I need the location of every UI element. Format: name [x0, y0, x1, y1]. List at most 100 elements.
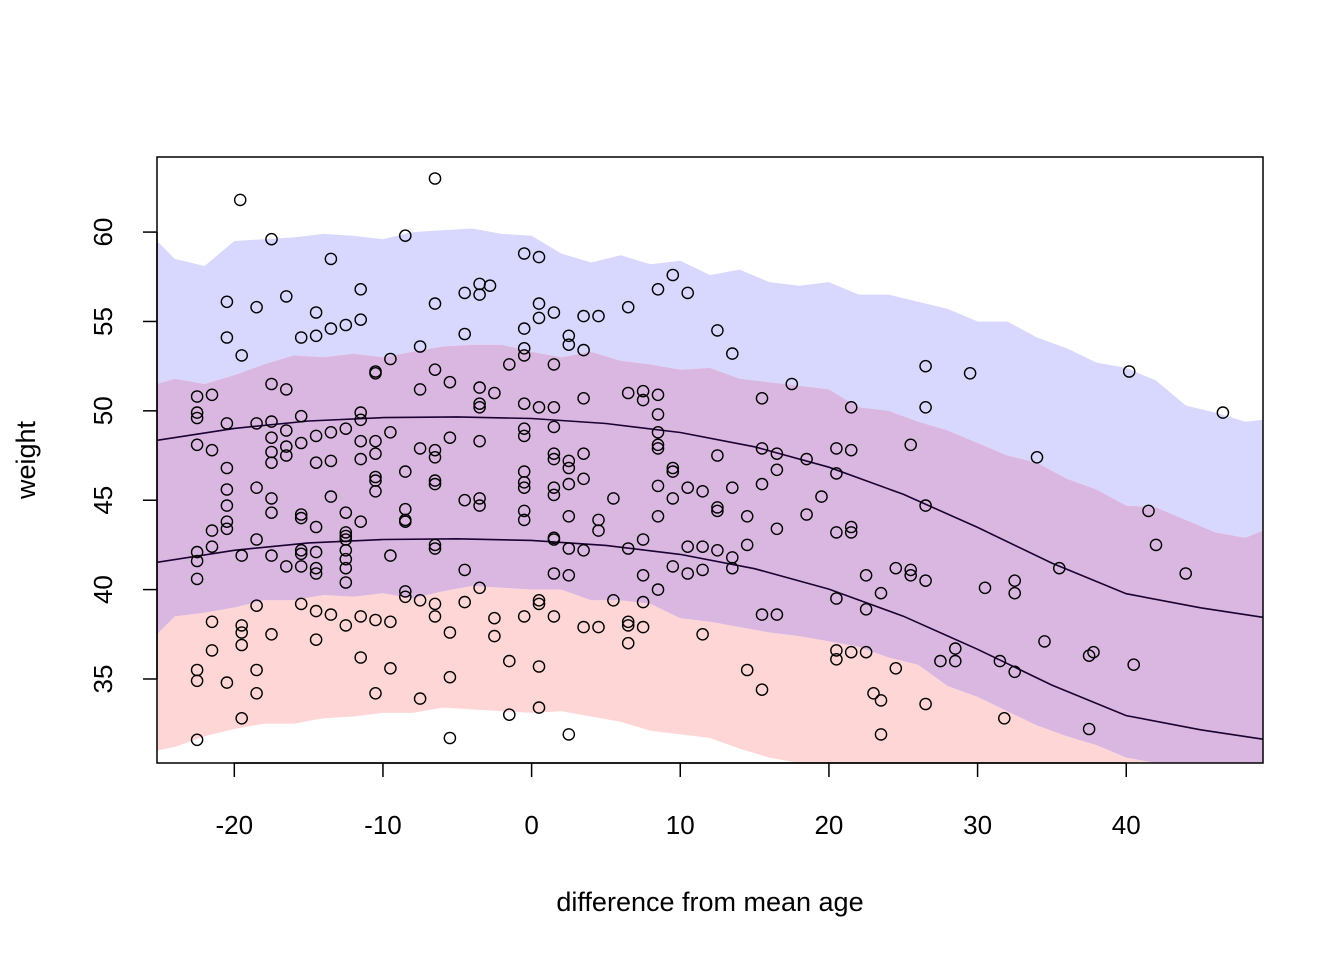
data-point	[547, 306, 561, 319]
data-point	[770, 463, 784, 477]
data-point	[233, 193, 247, 207]
data-point	[294, 547, 308, 561]
data-point	[562, 461, 576, 475]
data-point	[324, 454, 338, 468]
data-point	[532, 400, 546, 414]
data-point	[517, 322, 531, 335]
data-point	[309, 604, 323, 618]
data-point	[978, 581, 992, 595]
data-point	[309, 306, 323, 319]
data-point	[354, 413, 368, 427]
data-point	[889, 662, 903, 675]
data-point	[443, 731, 457, 745]
data-point	[1008, 574, 1022, 588]
data-point	[458, 493, 472, 507]
data-point	[547, 533, 561, 546]
data-point	[577, 343, 590, 357]
data-point	[562, 454, 576, 468]
data-point	[235, 626, 248, 639]
data-point	[190, 733, 204, 747]
data-point	[517, 341, 531, 355]
data-point	[577, 447, 590, 461]
data-point	[443, 375, 457, 389]
data-point	[369, 434, 382, 448]
data-point	[1038, 635, 1051, 648]
data-point	[398, 515, 412, 529]
data-point	[294, 331, 308, 344]
data-point	[309, 633, 323, 647]
data-point	[830, 653, 843, 666]
data-point	[250, 599, 263, 613]
data-point	[398, 590, 412, 604]
data-point	[428, 297, 442, 310]
data-point	[636, 533, 650, 546]
data-point	[279, 383, 293, 396]
data-point	[458, 563, 472, 577]
data-point	[711, 504, 724, 518]
data-point	[473, 581, 486, 595]
data-point	[770, 447, 784, 461]
data-point	[220, 522, 234, 536]
data-point	[844, 400, 858, 414]
data-point	[369, 687, 382, 700]
x-tick-label: -20	[216, 810, 254, 840]
data-point	[428, 542, 442, 555]
data-point	[324, 252, 338, 266]
data-point	[919, 499, 932, 512]
data-point	[190, 545, 204, 559]
x-tick-label: 0	[524, 810, 538, 840]
data-point	[339, 506, 353, 520]
data-point	[294, 544, 308, 557]
data-point	[473, 492, 486, 505]
data-point	[532, 594, 546, 607]
data-point	[711, 544, 724, 557]
data-point	[428, 538, 442, 552]
data-point	[502, 358, 516, 371]
data-point	[681, 540, 695, 554]
data-point	[483, 279, 497, 293]
data-point	[413, 383, 427, 396]
data-point	[711, 324, 724, 337]
data-point	[205, 540, 219, 554]
y-tick-label: 45	[88, 486, 118, 515]
data-point	[621, 542, 635, 555]
data-point	[294, 560, 308, 573]
data-point	[190, 406, 204, 419]
data-point	[844, 520, 858, 534]
y-tick-label: 60	[88, 218, 118, 247]
data-point	[830, 467, 843, 480]
data-point	[830, 442, 843, 455]
data-point	[755, 608, 769, 621]
data-point	[681, 567, 695, 580]
data-point	[517, 610, 531, 623]
data-point	[1087, 645, 1100, 659]
data-point	[1008, 586, 1022, 600]
data-point	[413, 594, 427, 607]
data-point	[547, 488, 561, 502]
data-point	[711, 501, 724, 514]
data-point	[384, 425, 397, 439]
data-point	[562, 509, 576, 523]
data-point	[889, 561, 903, 575]
data-point	[547, 610, 561, 623]
data-point	[666, 461, 680, 475]
data-point	[324, 425, 338, 439]
data-point	[354, 610, 368, 623]
x-axis-title: difference from mean age	[556, 887, 863, 917]
data-point	[473, 499, 486, 512]
data-point	[859, 603, 873, 616]
data-point	[235, 638, 248, 652]
data-point	[190, 572, 204, 586]
data-point	[651, 282, 665, 296]
data-point	[867, 687, 880, 700]
data-point	[354, 406, 368, 419]
data-point	[235, 619, 248, 632]
data-point	[339, 544, 353, 557]
mean-curve-1	[157, 416, 1263, 619]
data-point	[339, 552, 353, 566]
data-point	[265, 377, 278, 391]
data-point	[711, 449, 724, 462]
data-point	[413, 692, 427, 705]
data-point	[443, 431, 457, 445]
